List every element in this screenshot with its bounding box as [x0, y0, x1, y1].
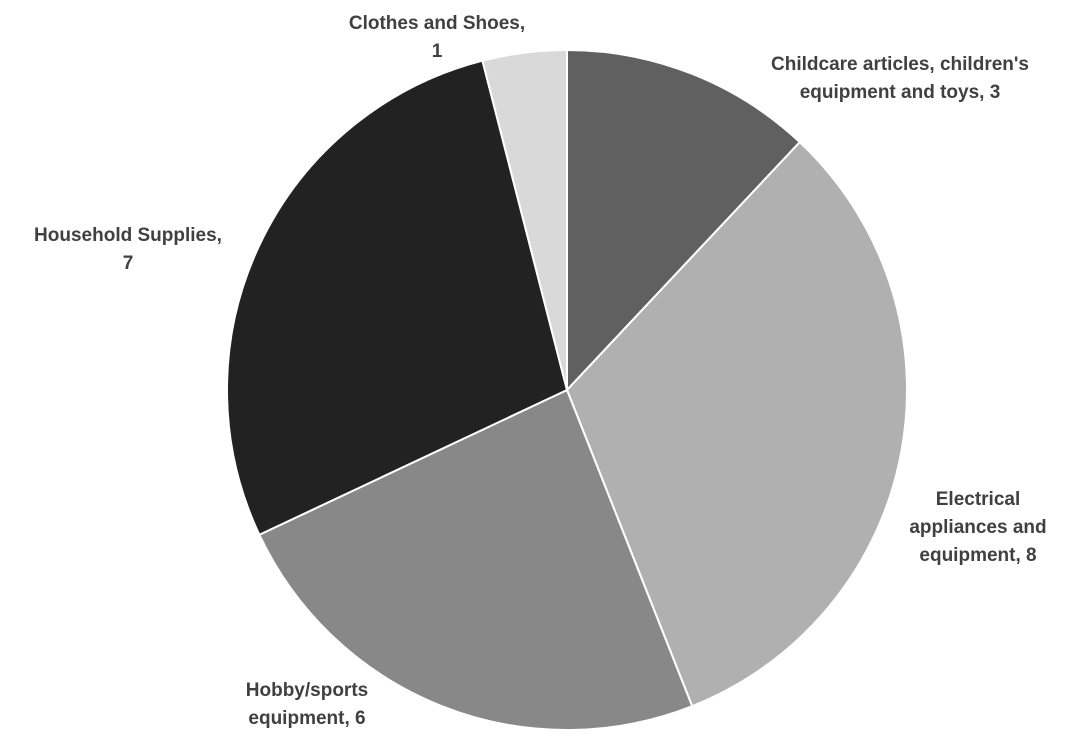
data-label-clothes-and-shoes: Clothes and Shoes, 1 [349, 13, 525, 62]
pie-slice-clothes-and-shoes [481, 48, 568, 391]
data-label-line: Hobby/sports [246, 680, 368, 701]
data-label-electrical-appliances-and-equipment: Electrical appliances and equipment, 8 [909, 489, 1046, 566]
data-label-line: appliances and [909, 517, 1046, 538]
pie-slice-hobby-sports-equipment [258, 388, 694, 731]
data-label-line: Household Supplies, [34, 225, 222, 246]
pie-slice-childcare-articles-children-s-equipment-and-toys [566, 48, 802, 393]
data-label-line: 7 [123, 253, 134, 274]
data-label-line: equipment, 8 [919, 545, 1036, 566]
data-label-hobby-sports-equipment: Hobby/sports equipment, 6 [246, 680, 368, 729]
data-label-line: equipment, 6 [248, 708, 365, 729]
pie-slice-household-supplies [226, 59, 569, 537]
pie-slices [226, 48, 908, 731]
data-label-line: 1 [432, 41, 443, 62]
data-label-line: equipment and toys, 3 [800, 82, 1001, 103]
data-label-line: Clothes and Shoes, [349, 13, 525, 34]
data-label-household-supplies: Household Supplies, 7 [34, 225, 222, 274]
data-label-line: Electrical [936, 489, 1021, 510]
data-label-childcare-articles-children-s-equipment-and-toys: Childcare articles, children's equipment … [771, 54, 1029, 103]
pie-slice-electrical-appliances-and-equipment [565, 140, 908, 708]
data-label-line: Childcare articles, children's [771, 54, 1029, 75]
pie-data-labels: Childcare articles, children's equipment … [34, 13, 1047, 729]
